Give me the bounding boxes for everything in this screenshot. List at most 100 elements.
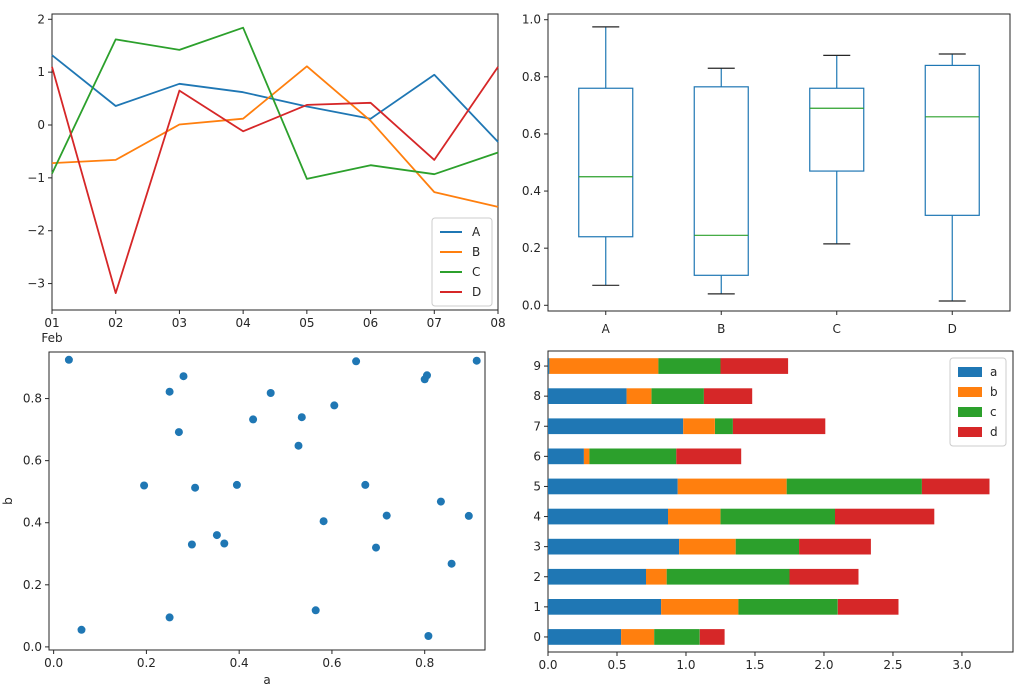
scatter-point xyxy=(266,389,275,397)
x-tick-label: 04 xyxy=(236,316,251,330)
y-tick-label: 0.4 xyxy=(23,516,42,530)
bar-segment-d xyxy=(799,538,871,555)
bar-segment-c xyxy=(666,568,790,585)
y-tick-label: 1 xyxy=(533,600,541,614)
x-tick-label: 01 xyxy=(44,316,59,330)
series-line-a xyxy=(51,54,499,143)
legend-label: D xyxy=(472,285,481,299)
series-line-b xyxy=(51,65,499,208)
legend-label: b xyxy=(990,385,998,399)
bar-segment-a xyxy=(548,599,662,615)
y-tick-label: 1.0 xyxy=(522,13,541,27)
bar-segment-c xyxy=(738,599,838,615)
x-tick-label: 02 xyxy=(108,316,123,330)
x-tick-label: 3.0 xyxy=(952,658,971,672)
y-tick-label: 0.0 xyxy=(23,640,42,654)
legend-label: c xyxy=(990,405,997,419)
y-tick-label: 1 xyxy=(37,65,45,79)
scatter-point xyxy=(174,428,183,437)
bar-segment-a xyxy=(548,478,678,495)
y-tick-label: 8 xyxy=(533,389,541,403)
bar-segment-d xyxy=(789,568,859,585)
x-tick-label: 0.0 xyxy=(538,658,557,672)
y-tick-label: 0.2 xyxy=(23,578,42,592)
x-tick-label: 2.0 xyxy=(814,658,833,672)
x-tick-label: 0.8 xyxy=(415,656,434,670)
y-tick-label: 4 xyxy=(533,510,541,524)
legend-label: C xyxy=(472,265,480,279)
x-tick-label: 0.4 xyxy=(230,656,249,670)
bar-segment-b xyxy=(668,508,721,525)
bar-segment-b xyxy=(683,418,715,435)
y-tick-label: 3 xyxy=(533,540,541,554)
bar-segment-d xyxy=(732,418,826,435)
bar-segment-a xyxy=(548,448,584,465)
legend-swatch xyxy=(958,367,982,377)
y-tick-label: 5 xyxy=(533,479,541,493)
bar-segment-d xyxy=(837,599,899,615)
scatter-point xyxy=(165,387,174,396)
bar-segment-c xyxy=(658,358,721,374)
bar-segment-b xyxy=(646,568,667,585)
scatter-point xyxy=(372,543,380,552)
scatter-point xyxy=(249,415,258,424)
scatter-plot-panel: 0.0 0.2 0.4 0.6 0.8 0.0 0.2 0.4 0.6 0.8 a b xyxy=(1,351,486,687)
x-tick-label: 0.5 xyxy=(607,658,626,672)
scatter-point xyxy=(311,606,320,615)
x-tick-sublabel: Feb xyxy=(41,331,62,345)
y-tick-label: 7 xyxy=(533,419,541,433)
bar-segment-d xyxy=(835,508,935,525)
scatter-point xyxy=(165,613,174,622)
legend-swatch xyxy=(958,427,982,437)
y-tick-label: 0 xyxy=(533,630,541,644)
box-d xyxy=(924,64,980,216)
y-tick-label: 0.4 xyxy=(522,184,541,198)
x-tick-label: 1.0 xyxy=(676,658,695,672)
legend-box xyxy=(949,357,1007,447)
bar-segment-c xyxy=(720,508,835,525)
scatter-point xyxy=(294,441,303,450)
bar-segment-c xyxy=(735,538,800,555)
bar-segment-b xyxy=(679,538,736,555)
scatter-point xyxy=(140,481,149,490)
y-tick-label: 0.8 xyxy=(23,392,42,406)
y-tick-label: 0.2 xyxy=(522,241,541,255)
box-b xyxy=(693,86,749,276)
y-tick-label: 2 xyxy=(533,570,541,584)
bar-segment-d xyxy=(720,358,789,374)
x-tick-label: 06 xyxy=(363,316,378,330)
x-tick-label: 0.6 xyxy=(322,656,341,670)
axes-frame xyxy=(547,13,1011,312)
bar-segment-c xyxy=(651,388,704,404)
bar-segment-a xyxy=(548,538,680,555)
box-a xyxy=(578,87,634,238)
y-tick-label: 0.0 xyxy=(522,298,541,312)
scatter-point xyxy=(464,511,473,520)
bar-segment-b xyxy=(621,629,655,645)
x-tick-label: B xyxy=(717,322,725,336)
legend-label: A xyxy=(472,225,481,239)
scatter-point xyxy=(297,413,306,422)
series-line-d xyxy=(51,66,499,295)
x-tick-label: 1.5 xyxy=(745,658,764,672)
y-tick-label: −3 xyxy=(27,277,45,291)
axes-frame xyxy=(48,351,486,651)
y-tick-label: 0 xyxy=(37,118,45,132)
x-tick-label: 07 xyxy=(427,316,442,330)
axes-frame xyxy=(51,13,499,311)
scatter-point xyxy=(220,539,229,548)
bar-segment-d xyxy=(921,478,990,495)
legend-swatch xyxy=(958,387,982,397)
x-tick-label: D xyxy=(948,322,957,336)
scatter-point xyxy=(447,559,456,568)
legend-label: B xyxy=(472,245,480,259)
x-tick-label: C xyxy=(833,322,841,336)
bar-segment-b xyxy=(677,478,787,495)
scatter-point xyxy=(436,497,445,506)
bar-segment-a xyxy=(548,629,622,645)
bar-segment-c xyxy=(589,448,677,465)
y-tick-label: 6 xyxy=(533,449,541,463)
scatter-point xyxy=(361,480,370,489)
